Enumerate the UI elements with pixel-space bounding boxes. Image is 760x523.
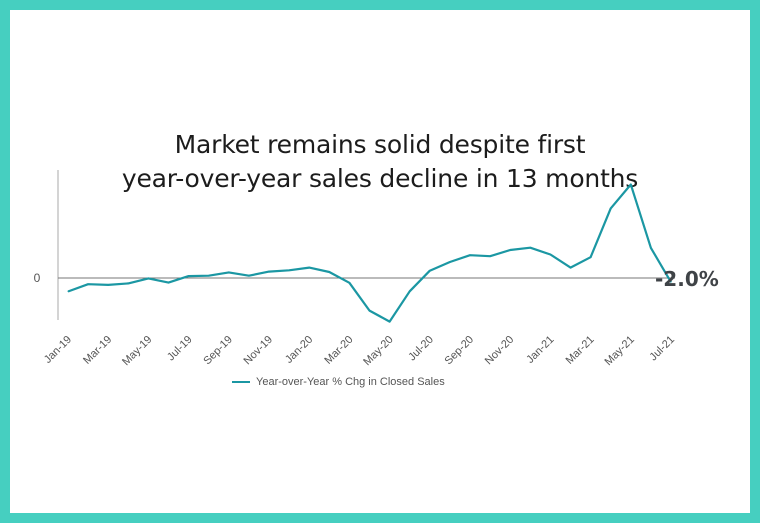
- data-point: [529, 247, 531, 249]
- x-tick-label: May-19: [120, 334, 154, 368]
- x-tick-label: Nov-19: [242, 334, 276, 368]
- data-point: [610, 207, 612, 209]
- x-tick-label: May-21: [602, 334, 636, 368]
- x-tick-label: May-20: [361, 334, 395, 368]
- data-point: [549, 254, 551, 256]
- data-point: [248, 275, 250, 277]
- data-point: [469, 254, 471, 256]
- data-point: [590, 256, 592, 258]
- data-point: [449, 261, 451, 263]
- data-point: [389, 321, 391, 323]
- chart-card: Market remains solid despite first year-…: [10, 10, 750, 513]
- data-point: [288, 269, 290, 271]
- data-point: [308, 267, 310, 269]
- x-tick-label: Mar-20: [322, 334, 355, 367]
- data-point: [168, 282, 169, 284]
- data-point: [369, 310, 370, 312]
- legend: Year-over-Year % Chg in Closed Sales: [232, 376, 445, 388]
- end-value-label: -2.0%: [655, 267, 719, 291]
- x-tick-label: Jan-19: [42, 334, 74, 366]
- data-point: [650, 247, 652, 249]
- x-tick-label: Sep-19: [201, 334, 235, 368]
- chart-title-line-1: Market remains solid despite first: [174, 130, 586, 159]
- series-line: [67, 183, 672, 323]
- data-point: [630, 184, 632, 186]
- data-point: [67, 291, 69, 292]
- data-point: [509, 249, 511, 251]
- data-point: [670, 281, 672, 283]
- data-point: [147, 277, 149, 279]
- data-point: [127, 282, 129, 284]
- data-point: [409, 290, 411, 292]
- data-point: [429, 270, 431, 272]
- x-tick-label: Jul-20: [406, 334, 436, 364]
- x-tick-label: Jan-21: [524, 334, 556, 366]
- x-tick-label: Jul-19: [165, 334, 195, 364]
- data-point: [228, 271, 230, 273]
- chart-title-line-2: year-over-year sales decline in 13 month…: [121, 164, 639, 193]
- x-tick-labels: Jan-19 Mar-19 May-19 Jul-19 Sep-19 Nov-19 Jan-…: [42, 334, 677, 368]
- data-point: [87, 283, 89, 285]
- x-tick-label: Mar-19: [81, 334, 114, 367]
- data-point: [348, 282, 350, 284]
- legend-series-name: Year-over-Year % Chg in Closed Sales: [256, 376, 445, 388]
- legend-swatch: [232, 381, 250, 383]
- chart-title: Market remains solid despite first year-…: [10, 128, 750, 196]
- x-tick-label: Nov-20: [483, 334, 517, 368]
- series-group: [67, 183, 672, 323]
- x-tick-label: Sep-20: [443, 334, 477, 368]
- data-point: [570, 267, 571, 269]
- data-point: [208, 275, 210, 277]
- data-point: [107, 284, 109, 286]
- data-point: [328, 271, 330, 273]
- y-tick-label-0: 0: [34, 271, 41, 285]
- data-point: [489, 255, 491, 257]
- data-point: [268, 271, 270, 273]
- x-tick-label: Jul-21: [647, 334, 677, 364]
- x-tick-label: Jan-20: [283, 334, 315, 366]
- x-tick-label: Mar-21: [564, 334, 597, 367]
- data-point: [188, 275, 190, 277]
